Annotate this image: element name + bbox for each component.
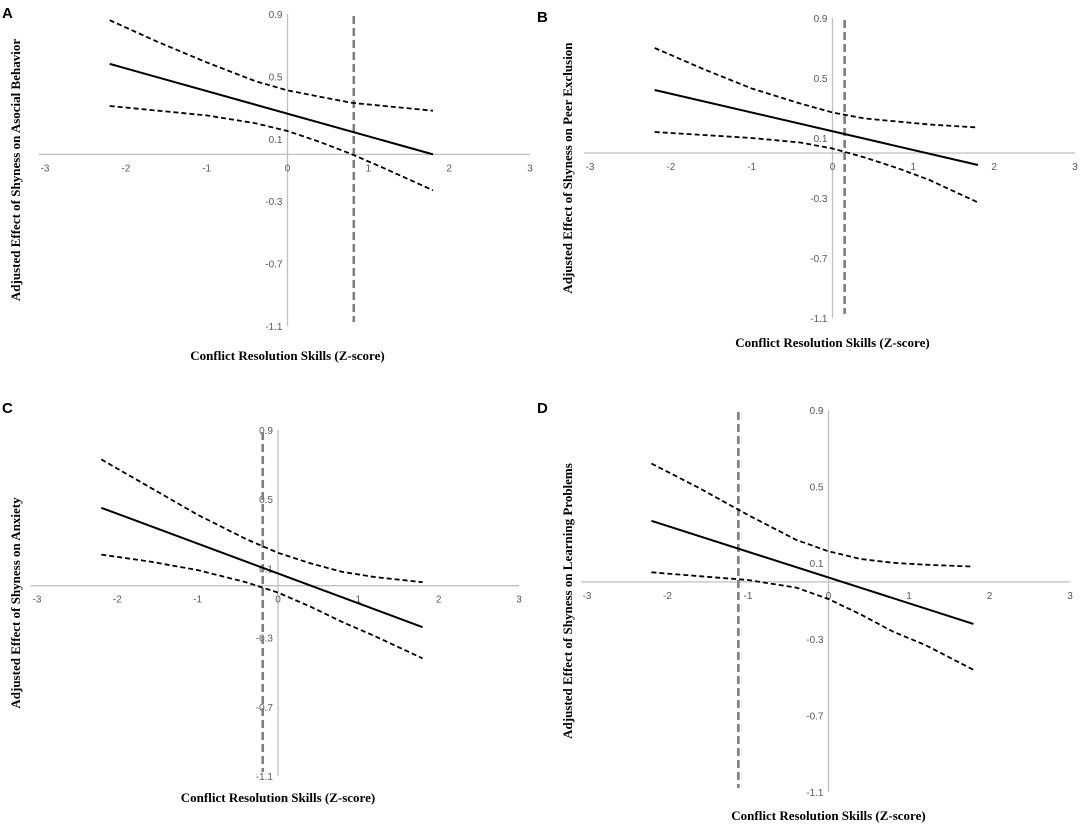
y-tick-label: -1.1 <box>256 772 274 783</box>
x-tick-label: -3 <box>33 595 42 606</box>
upper-bound-line <box>100 458 423 584</box>
y-tick-label: -1.1 <box>810 314 828 325</box>
x-axis-title: Conflict Resolution Skills (Z-score) <box>181 790 375 805</box>
y-tick-label: 0.1 <box>810 559 824 570</box>
x-tick-label: -3 <box>41 163 50 174</box>
x-tick-label: 3 <box>527 163 533 174</box>
upper-bound-line <box>654 47 979 129</box>
y-tick-label: -0.3 <box>806 635 824 646</box>
upper-bound-line <box>109 19 434 112</box>
lower-bound-line <box>654 131 979 204</box>
x-tick-label: 1 <box>911 162 917 173</box>
x-tick-label: -1 <box>193 595 202 606</box>
y-tick-label: -1.1 <box>265 322 283 333</box>
x-tick-label: 2 <box>987 591 993 602</box>
y-tick-label: -0.7 <box>265 260 283 271</box>
panel-label: A <box>2 5 13 22</box>
lower-bound-line <box>109 105 434 192</box>
y-axis-title: Adjusted Effect of Shyness on Learning P… <box>560 463 575 739</box>
x-tick-label: 1 <box>366 163 372 174</box>
lower-bound-line <box>101 553 423 660</box>
x-tick-label: -2 <box>666 162 675 173</box>
x-tick-label: 2 <box>436 595 442 606</box>
chart-panel-d: D -3 -2 -1 0 1 2 3 0.9 0.5 0.1 -0.3 -0.7 -1.1 Conflict… <box>537 400 1073 823</box>
y-axis-title: Adjusted Effect of Shyness on Asocial Be… <box>8 39 23 301</box>
y-tick-label: -0.3 <box>265 197 283 208</box>
y-tick-label: 0.1 <box>269 135 283 146</box>
y-tick-label: 0.5 <box>814 74 828 85</box>
panel-label: C <box>2 400 13 417</box>
y-tick-label: 0.9 <box>269 10 283 21</box>
y-tick-label: 0.9 <box>259 426 273 437</box>
estimate-line <box>654 89 979 166</box>
x-tick-label: 2 <box>991 162 997 173</box>
y-axis-title: Adjusted Effect of Shyness on Anxiety <box>8 497 23 709</box>
chart-panel-c: C-3 -2 -1 0 1 2 30.90.50.1-0.3-0.7-1.1Conflict… <box>2 400 522 805</box>
x-tick-label: -1 <box>744 591 753 602</box>
x-axis-title: Conflict Resolution Skills (Z-score) <box>731 808 925 823</box>
x-tick-label: 0 <box>285 163 291 174</box>
x-tick-label: -1 <box>202 163 211 174</box>
y-tick-label: 0.9 <box>810 406 824 417</box>
y-tick-label: -0.3 <box>810 194 828 205</box>
estimate-line <box>109 62 434 156</box>
y-tick-label: -0.3 <box>256 634 274 645</box>
x-tick-label: 3 <box>516 595 522 606</box>
y-tick-label: 0.9 <box>814 14 828 25</box>
upper-bound-line <box>650 462 974 568</box>
x-tick-label: 1 <box>356 595 362 606</box>
y-axis-title: Adjusted Effect of Shyness on Peer Exclu… <box>560 42 575 294</box>
y-tick-label: -0.7 <box>806 712 824 723</box>
x-axis-title: Conflict Resolution Skills (Z-score) <box>735 335 929 350</box>
x-tick-label: 3 <box>1067 591 1073 602</box>
x-tick-label: -2 <box>121 163 130 174</box>
x-tick-label: -2 <box>113 595 122 606</box>
estimate-line <box>100 506 423 629</box>
chart-panel-a: A -3 -2 -1 0 1 2 3 0.9 0.5 0.1 -0.3 -0.7 -1.1 Conflict… <box>2 5 533 363</box>
y-tick-label: 0.1 <box>814 134 828 145</box>
x-tick-label: -3 <box>586 162 595 173</box>
x-axis-title: Conflict Resolution Skills (Z-score) <box>190 348 384 363</box>
panel-label: B <box>537 9 548 26</box>
panel-label: D <box>537 400 548 417</box>
chart-panel-b: B -3 -2 -1 0 1 2 3 0.9 0.5 0.1 -0.3 -0.7 -1.1 Conflict… <box>537 9 1078 350</box>
lower-bound-line <box>651 571 974 671</box>
x-tick-label: -2 <box>663 591 672 602</box>
x-tick-label: -3 <box>583 591 592 602</box>
x-tick-label: 2 <box>446 163 452 174</box>
x-tick-label: 1 <box>906 591 912 602</box>
y-tick-label: -1.1 <box>806 788 824 799</box>
estimate-line <box>651 519 974 625</box>
y-tick-label: 0.5 <box>810 482 824 493</box>
x-tick-label: -1 <box>747 162 756 173</box>
y-tick-label: 0.5 <box>269 72 283 83</box>
y-tick-label: -0.7 <box>256 703 274 714</box>
x-tick-label: 0 <box>830 162 836 173</box>
x-tick-label: 0 <box>275 595 281 606</box>
y-tick-label: 0.5 <box>259 495 273 506</box>
x-tick-label: 3 <box>1072 162 1078 173</box>
y-tick-label: -0.7 <box>810 254 828 265</box>
x-tick-label: 0 <box>826 591 832 602</box>
